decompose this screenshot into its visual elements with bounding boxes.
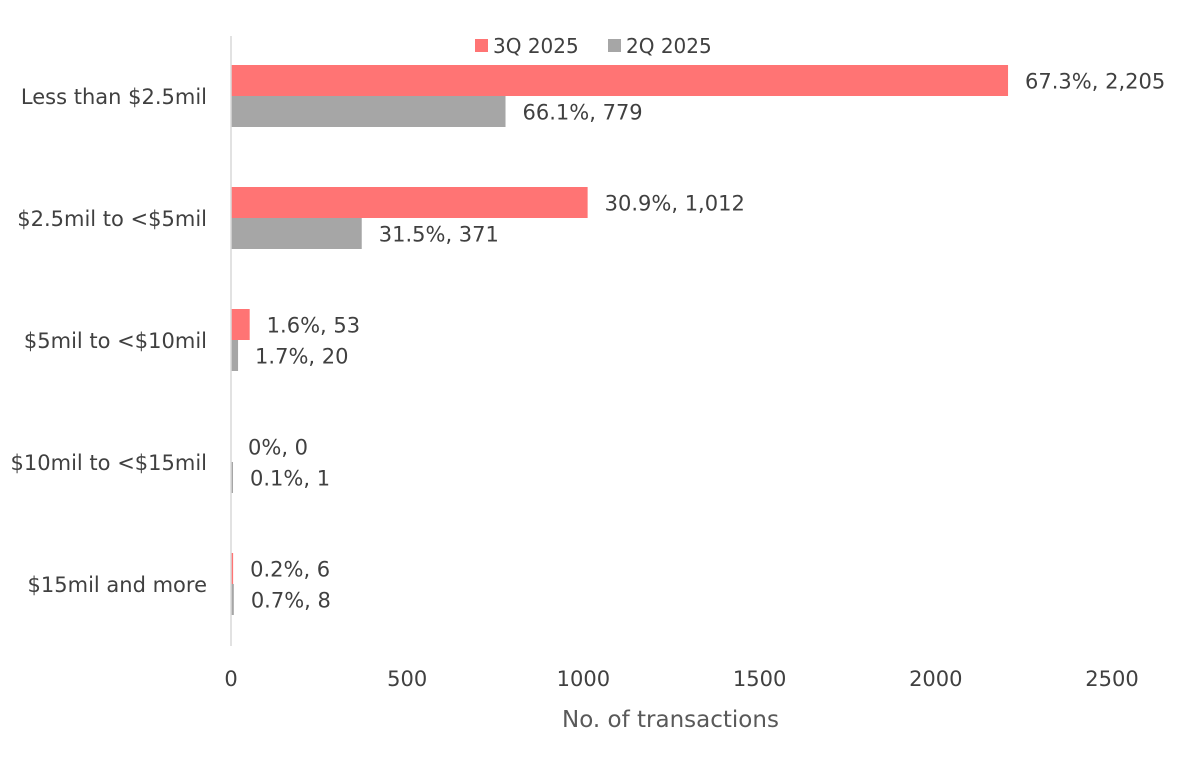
bar-3q-2025 — [231, 553, 234, 584]
data-label: 1.6%, 53 — [267, 314, 360, 338]
bar-2q-2025 — [231, 218, 362, 249]
bar-2q-2025 — [231, 584, 234, 615]
data-label: 67.3%, 2,205 — [1025, 70, 1165, 94]
bar-2q-2025 — [231, 340, 239, 371]
data-label: 0.2%, 6 — [250, 558, 330, 582]
category-label: $15mil and more — [28, 573, 207, 597]
bars — [231, 65, 1009, 615]
legend-swatch — [608, 39, 621, 52]
bar-3q-2025 — [231, 187, 588, 218]
data-label: 66.1%, 779 — [523, 101, 643, 125]
bar-2q-2025 — [231, 462, 233, 493]
category-labels: Less than $2.5mil $2.5mil to <$5mil $5mil … — [11, 85, 207, 597]
legend: 3Q 2025 2Q 2025 — [475, 34, 712, 58]
data-label: 31.5%, 371 — [379, 223, 499, 247]
legend-swatch — [475, 39, 488, 52]
legend-label: 2Q 2025 — [626, 34, 712, 58]
category-label: $5mil to <$10mil — [24, 329, 207, 353]
x-tick-label: 0 — [224, 667, 237, 691]
bar-3q-2025 — [231, 65, 1009, 96]
data-label: 0%, 0 — [248, 436, 308, 460]
data-label: 0.7%, 8 — [251, 589, 331, 613]
x-tick-label: 500 — [387, 667, 427, 691]
data-label: 30.9%, 1,012 — [605, 192, 745, 216]
bar-3q-2025 — [231, 309, 250, 340]
x-axis-title: No. of transactions — [562, 707, 779, 733]
data-label: 1.7%, 20 — [255, 345, 348, 369]
x-tick-label: 1000 — [557, 667, 610, 691]
category-label: $10mil to <$15mil — [11, 451, 207, 475]
category-label: $2.5mil to <$5mil — [17, 207, 207, 231]
bar-2q-2025 — [231, 96, 506, 127]
x-tick-labels: 0 500 1000 1500 2000 2500 — [224, 667, 1138, 691]
x-tick-label: 2500 — [1085, 667, 1138, 691]
legend-label: 3Q 2025 — [493, 34, 579, 58]
data-label: 0.1%, 1 — [250, 467, 330, 491]
x-tick-label: 1500 — [733, 667, 786, 691]
data-labels: 67.3%, 2,205 66.1%, 779 30.9%, 1,012 31.5%,… — [248, 70, 1165, 613]
category-label: Less than $2.5mil — [21, 85, 207, 109]
x-tick-label: 2000 — [909, 667, 962, 691]
